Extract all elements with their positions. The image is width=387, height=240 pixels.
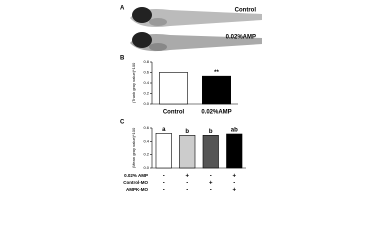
y-tick-label: 0.4 [143,80,149,85]
fish-control [130,7,262,27]
bar [226,133,243,169]
significance-label: ** [214,70,219,76]
bar [202,75,231,105]
condition-value: + [232,174,236,180]
significance-label: ab [231,128,238,134]
significance-label: b [209,129,213,135]
bar [155,133,172,169]
figure: A Control 0.02%AMP B (Trunk gray value)*1… [120,4,262,194]
bar [202,135,219,169]
y-tick-label: 0.0 [143,101,149,106]
x-tick-label: Control [163,110,185,116]
condition-value: - [210,174,212,180]
panel-label: A [120,6,125,12]
y-tick-label: 0.6 [143,125,149,130]
condition-value: - [163,188,165,194]
bar [179,135,196,169]
condition-name: AMPK-MO [126,187,148,192]
panel-a: A Control 0.02%AMP [120,4,262,54]
y-tick-label: 0.2 [143,152,149,157]
fish-amp [130,32,262,52]
panel-label: B [120,56,125,62]
y-axis-label: (Trunk gray value)*100 [131,62,136,103]
condition-name: 0.02% AMP [124,173,148,178]
condition-value: + [232,188,236,194]
condition-value: - [210,188,212,194]
condition-value: - [186,181,188,187]
y-tick-label: 0.6 [143,70,149,75]
condition-value: - [163,174,165,180]
x-tick-label: 0.02%AMP [201,110,231,116]
image-caption: Control [235,8,257,14]
y-tick-label: 0.0 [143,165,149,170]
condition-value: - [233,181,235,187]
y-axis-label: (Mean gray value)*100 [131,127,136,168]
significance-label: a [162,127,166,133]
y-tick-label: 0.2 [143,91,149,96]
condition-value: - [186,188,188,194]
condition-value: + [185,174,189,180]
y-tick-label: 0.4 [143,138,149,143]
y-tick-label: 0.8 [143,59,149,64]
significance-label: b [185,129,189,135]
panel-label: C [120,120,125,126]
condition-name: Control-MO [123,180,148,185]
condition-value: + [209,181,213,187]
image-caption: 0.02%AMP [226,35,256,41]
condition-value: - [163,181,165,187]
bar [159,72,188,105]
